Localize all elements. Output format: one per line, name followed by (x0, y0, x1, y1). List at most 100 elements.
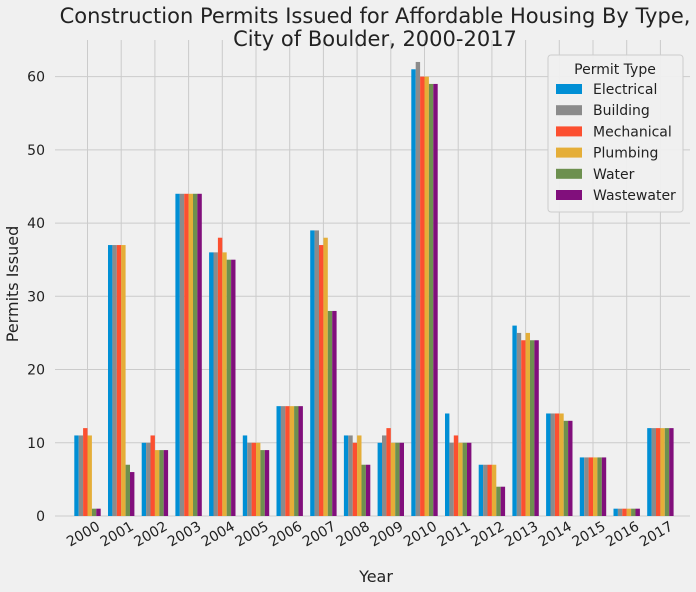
x-tick-label: 2010 (401, 519, 440, 551)
bar-building-2008 (348, 435, 353, 516)
x-tick-label: 2001 (98, 519, 137, 551)
legend-label-water: Water (593, 167, 635, 183)
y-tick-label: 30 (27, 289, 45, 305)
bar-mechanical-2001 (116, 245, 122, 517)
bar-mechanical-2012 (487, 464, 492, 516)
bar-water-2003 (193, 193, 198, 516)
bar-group-2006 (276, 406, 303, 516)
x-tick-label: 2011 (435, 519, 474, 551)
x-tick-label: 2007 (300, 519, 339, 551)
bar-electrical-2002 (141, 442, 147, 516)
bar-water-2010 (428, 83, 434, 516)
bar-building-2016 (617, 508, 623, 516)
bar-plumbing-2014 (559, 413, 564, 516)
bar-wastewater-2007 (332, 310, 337, 516)
bar-plumbing-2009 (390, 442, 396, 516)
bar-water-2008 (361, 464, 366, 516)
bar-wastewater-2013 (534, 340, 539, 516)
bar-group-2001 (108, 245, 135, 517)
bar-mechanical-2015 (588, 457, 593, 516)
legend-swatch-water (556, 168, 582, 179)
bar-plumbing-2005 (256, 442, 261, 516)
bar-water-2004 (226, 259, 232, 516)
x-tick-label: 2016 (603, 519, 642, 551)
x-tick-label: 2002 (131, 519, 170, 551)
bar-electrical-2003 (175, 193, 180, 516)
bar-electrical-2016 (613, 508, 618, 516)
bar-water-2016 (631, 508, 636, 516)
bar-building-2013 (516, 332, 522, 516)
legend-swatch-electrical (556, 84, 582, 94)
bar-mechanical-2011 (453, 435, 459, 516)
legend-swatch-wastewater (556, 190, 582, 200)
bar-wastewater-2005 (264, 450, 270, 516)
bar-group-2010 (411, 61, 438, 517)
x-tick-label: 2017 (637, 519, 676, 551)
legend-swatch-mechanical (556, 126, 582, 137)
x-tick-label: 2005 (233, 519, 272, 551)
y-tick-label: 50 (27, 143, 45, 159)
bar-electrical-2011 (445, 413, 450, 516)
bar-plumbing-2012 (491, 464, 497, 516)
bar-wastewater-2003 (197, 193, 202, 516)
bar-mechanical-2003 (184, 193, 189, 516)
bar-group-2000 (74, 428, 101, 516)
bar-electrical-2017 (647, 428, 652, 516)
bar-wastewater-2008 (365, 464, 371, 516)
y-axis-label: Permits Issued (3, 226, 22, 342)
bar-mechanical-2006 (285, 406, 290, 516)
x-tick-label: 2013 (502, 519, 541, 551)
bar-water-2001 (125, 464, 130, 516)
bar-electrical-2013 (512, 325, 517, 516)
bar-mechanical-2009 (386, 428, 391, 516)
bar-wastewater-2010 (433, 83, 438, 516)
bar-mechanical-2002 (150, 435, 155, 516)
bar-building-2010 (415, 61, 421, 516)
bar-electrical-2004 (209, 252, 214, 516)
bar-water-2000 (91, 508, 97, 516)
bar-wastewater-2011 (467, 442, 472, 516)
bar-plumbing-2017 (660, 428, 665, 516)
x-tick-label: 2000 (64, 519, 103, 551)
legend-label-wastewater: Wastewater (593, 188, 676, 204)
bar-mechanical-2017 (656, 428, 661, 516)
bar-electrical-2015 (579, 457, 585, 516)
bar-water-2007 (327, 310, 333, 516)
legend-swatch-building (556, 105, 582, 116)
bar-mechanical-2008 (352, 442, 358, 516)
bar-building-2002 (146, 442, 151, 516)
bar-water-2013 (530, 340, 535, 516)
bar-building-2004 (213, 252, 218, 516)
legend: Permit Type Electrical Building Mechanical… (547, 54, 684, 213)
bar-mechanical-2004 (217, 237, 223, 516)
bar-group-2009 (377, 428, 404, 516)
legend-title: Permit Type (574, 62, 656, 78)
y-tick-label: 20 (27, 363, 45, 379)
legend-label-electrical: Electrical (593, 82, 657, 98)
bar-water-2011 (462, 442, 467, 516)
bar-group-2002 (141, 435, 169, 516)
bar-group-2003 (175, 193, 202, 516)
y-tick-label: 10 (27, 436, 45, 452)
bar-building-2009 (382, 435, 387, 516)
bar-wastewater-2009 (399, 442, 404, 516)
bar-plumbing-2010 (424, 76, 429, 517)
x-axis-label: Year (358, 567, 393, 586)
bar-mechanical-2013 (521, 340, 526, 516)
bar-building-2007 (314, 230, 319, 516)
bar-water-2006 (294, 406, 299, 516)
bar-building-2014 (550, 413, 555, 516)
bar-electrical-2001 (108, 245, 113, 517)
bar-mechanical-2014 (554, 413, 560, 516)
bar-mechanical-2010 (420, 76, 425, 517)
bar-building-2011 (449, 442, 454, 516)
bar-building-2003 (179, 193, 185, 516)
x-tick-label: 2006 (266, 519, 305, 551)
bar-building-2017 (651, 428, 656, 516)
bar-building-2015 (584, 457, 589, 516)
bar-group-2017 (647, 428, 674, 516)
bar-plumbing-2000 (87, 435, 92, 516)
bar-wastewater-2015 (601, 457, 607, 516)
bar-mechanical-2007 (319, 245, 324, 517)
bar-mechanical-2000 (83, 428, 88, 516)
